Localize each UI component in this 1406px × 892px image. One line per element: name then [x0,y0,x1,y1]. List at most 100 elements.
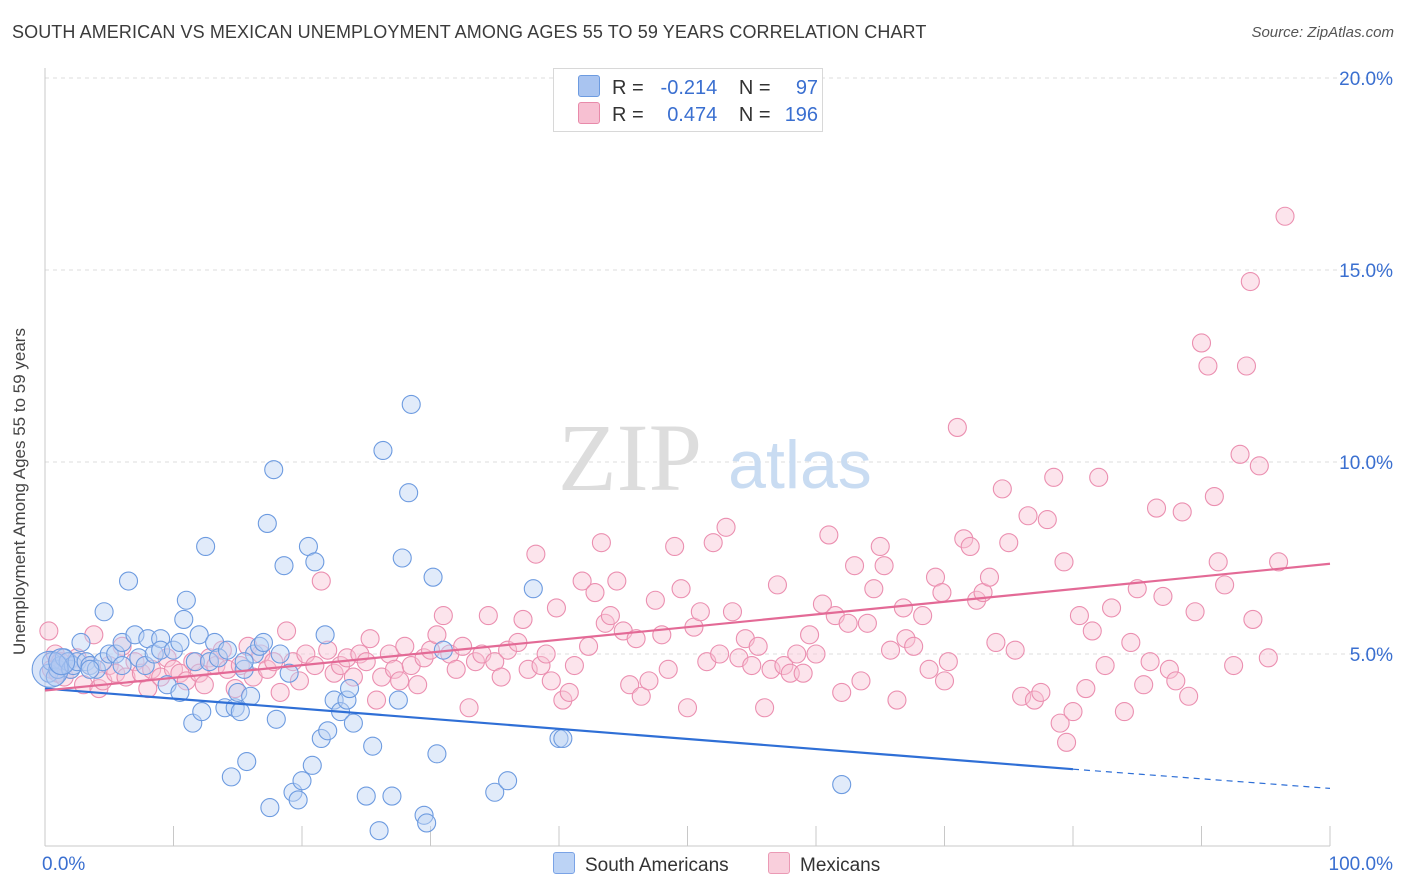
data-point [559,682,579,702]
data-point [423,567,443,587]
data-point [1224,655,1244,676]
data-point [170,682,190,702]
data-point [579,636,599,656]
data-point [880,640,901,660]
data-point [257,513,277,533]
data-point [80,659,100,679]
legend-r-value: -0.214 [660,77,718,99]
data-point [523,579,543,599]
data-point [125,625,145,645]
data-point [311,571,331,591]
data-point [631,686,651,706]
data-point [913,606,933,626]
data-point [274,556,294,576]
data-point [591,533,611,553]
data-point [112,655,132,676]
legend-label: South Americans [585,855,729,876]
data-point [986,632,1006,653]
data-point [531,655,551,676]
data-point [755,698,775,718]
data-point [1269,552,1289,572]
data-point [1191,333,1212,353]
data-point [1146,498,1167,518]
data-point [1024,690,1044,710]
data-point [1275,206,1295,226]
data-point [185,652,205,672]
legend-swatch-south-americans [553,852,575,874]
data-point [217,640,238,660]
data-point [465,652,486,672]
data-point [553,690,573,710]
data-point [787,644,807,664]
watermark-zip: ZIP [558,404,702,511]
data-point [99,644,119,664]
data-point [270,682,290,702]
data-point [453,636,473,656]
data-point [264,460,284,480]
data-point [192,702,212,722]
data-point [163,640,184,660]
data-point [157,648,177,668]
data-point [237,751,257,772]
data-point [250,636,270,656]
data-point [947,417,967,437]
data-point [896,629,916,649]
data-point [671,579,691,599]
data-point [1057,732,1077,752]
watermark: ZIP atlas [558,404,872,511]
data-point [1215,575,1235,595]
data-point [585,583,605,603]
data-point [366,690,387,710]
data-point [844,556,865,576]
data-point [433,606,453,626]
data-point [318,721,338,741]
data-point [1134,675,1154,695]
data-point [94,602,114,622]
data-point [1050,713,1070,733]
data-point [478,606,498,626]
data-point [1121,632,1141,653]
data-point [45,667,65,687]
data-point [710,644,730,664]
data-point [1012,686,1032,706]
data-point [253,632,274,653]
data-point [311,728,331,749]
data-point [1018,506,1038,526]
data-point [1204,487,1224,507]
data-point [234,652,254,672]
data-point [277,621,297,641]
data-point [1240,271,1260,292]
data-point [1063,702,1083,722]
data-point [690,602,710,622]
data-point [498,771,518,791]
data-point [289,671,309,691]
data-point [887,690,907,710]
legend-item-mexicans[interactable]: Mexicans [768,852,880,877]
data-point [857,613,877,633]
data-point [241,686,261,706]
data-point [356,786,376,806]
data-point [960,536,980,557]
data-point [427,744,447,764]
data-point [170,632,190,653]
legend-item-south-americans[interactable]: South Americans [553,852,729,877]
data-point [518,659,538,679]
data-point [600,606,620,626]
data-point [1095,655,1115,676]
data-point [392,548,412,568]
x-tick-label-min: 0.0% [42,854,85,875]
data-point [71,632,91,653]
data-point [832,775,852,795]
trend-lines [44,562,1331,789]
data-point [302,755,322,775]
data-point [401,394,421,414]
trend-line-south-americans [44,687,1074,771]
data-point [851,671,871,691]
data-point [1102,598,1122,618]
data-point [305,552,325,572]
data-point [390,671,410,691]
data-point [388,690,408,710]
data-point [337,648,357,668]
source-label: Source: ZipAtlas.com [1251,24,1394,41]
